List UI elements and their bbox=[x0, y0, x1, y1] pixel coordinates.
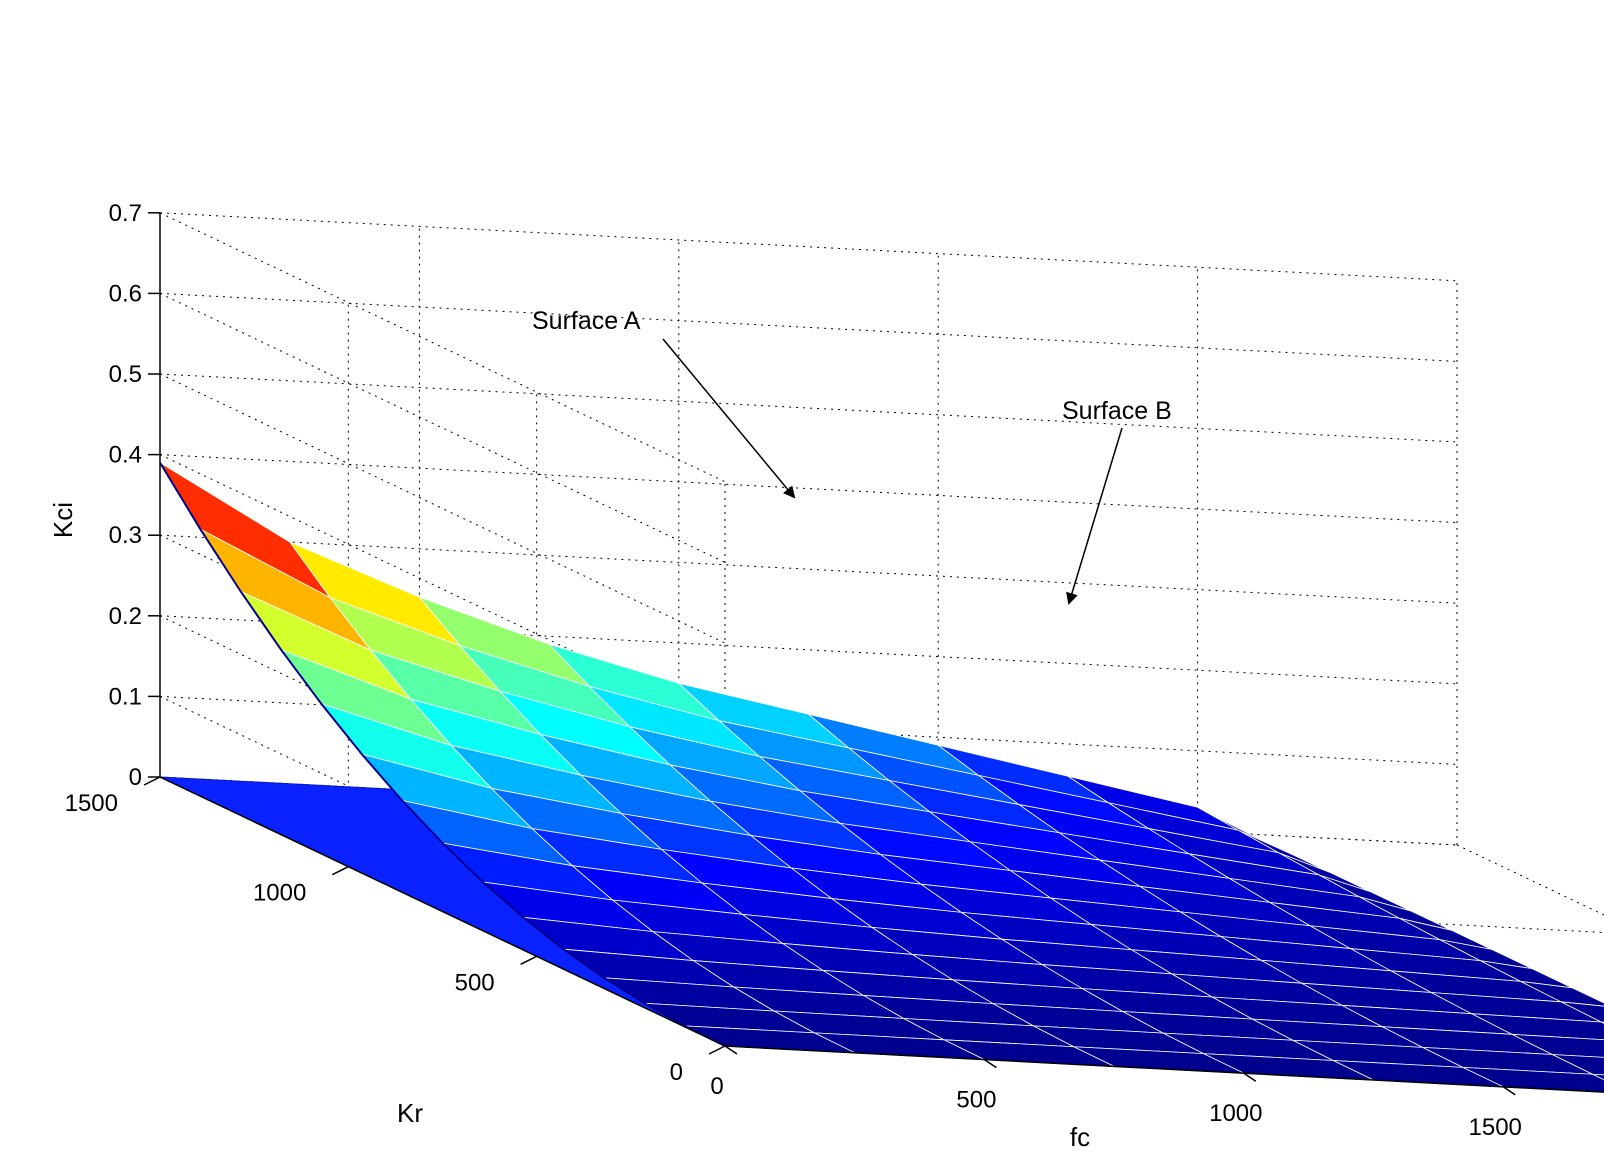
kr-tick bbox=[331, 865, 349, 876]
kr-tick-label: 500 bbox=[455, 969, 495, 996]
fc-tick bbox=[983, 1058, 997, 1069]
surface-a-arrow bbox=[662, 338, 796, 499]
fc-tick bbox=[1502, 1086, 1516, 1096]
kr-tick bbox=[143, 776, 161, 786]
z-tick-label: 0.6 bbox=[109, 280, 142, 307]
z-tick-label: 0.7 bbox=[109, 200, 142, 227]
fc-axis-label: fc bbox=[1070, 1122, 1090, 1152]
left-z-gridline bbox=[159, 373, 726, 644]
fc-tick-label: 1000 bbox=[1209, 1100, 1262, 1127]
z-tick-label: 0.3 bbox=[109, 522, 142, 549]
kr-tick-label: 0 bbox=[670, 1059, 683, 1086]
kr-tick-label: 1500 bbox=[65, 790, 118, 817]
fc-tick-label: 1500 bbox=[1469, 1114, 1522, 1141]
surface-b-arrow bbox=[1066, 427, 1123, 605]
back-z-gridline bbox=[159, 373, 1458, 443]
z-tick-label: 0.4 bbox=[109, 442, 142, 469]
z-tick-label: 0.1 bbox=[109, 683, 142, 710]
left-z-gridline bbox=[159, 212, 726, 483]
surface-layer bbox=[159, 462, 1604, 1093]
kr-axis-line bbox=[159, 776, 726, 1047]
z-axis-label: Kci bbox=[48, 502, 78, 538]
annotation-layer: Surface A Surface B bbox=[532, 307, 1172, 605]
axis-layer: 0 0.1 0.2 0.3 0.4 0.5 0.6 0.7 0 500 1000 1500 0 500 10… bbox=[48, 200, 1604, 1152]
kr-tick-label: 1000 bbox=[253, 880, 306, 907]
z-tick-label: 0 bbox=[129, 764, 142, 791]
fc-tick bbox=[1243, 1072, 1257, 1082]
kr-axis-label: Kr bbox=[397, 1098, 423, 1128]
z-tick-label: 0.5 bbox=[109, 361, 142, 388]
back-z-gridline bbox=[159, 454, 1458, 524]
surface-a-annotation: Surface A bbox=[532, 307, 641, 335]
fc-tick bbox=[724, 1045, 738, 1055]
back-z-gridline bbox=[159, 212, 1458, 282]
fc-tick-label: 500 bbox=[956, 1087, 996, 1114]
z-tick-label: 0.2 bbox=[109, 603, 142, 630]
kr-tick bbox=[520, 955, 538, 966]
back-z-gridline bbox=[159, 292, 1458, 362]
kr-tick bbox=[708, 1045, 726, 1055]
surface-a-edge bbox=[159, 462, 726, 1047]
surface-b-annotation: Surface B bbox=[1062, 397, 1172, 425]
fc-axis-line bbox=[724, 1045, 1604, 1093]
fc-tick-label: 0 bbox=[710, 1073, 723, 1100]
